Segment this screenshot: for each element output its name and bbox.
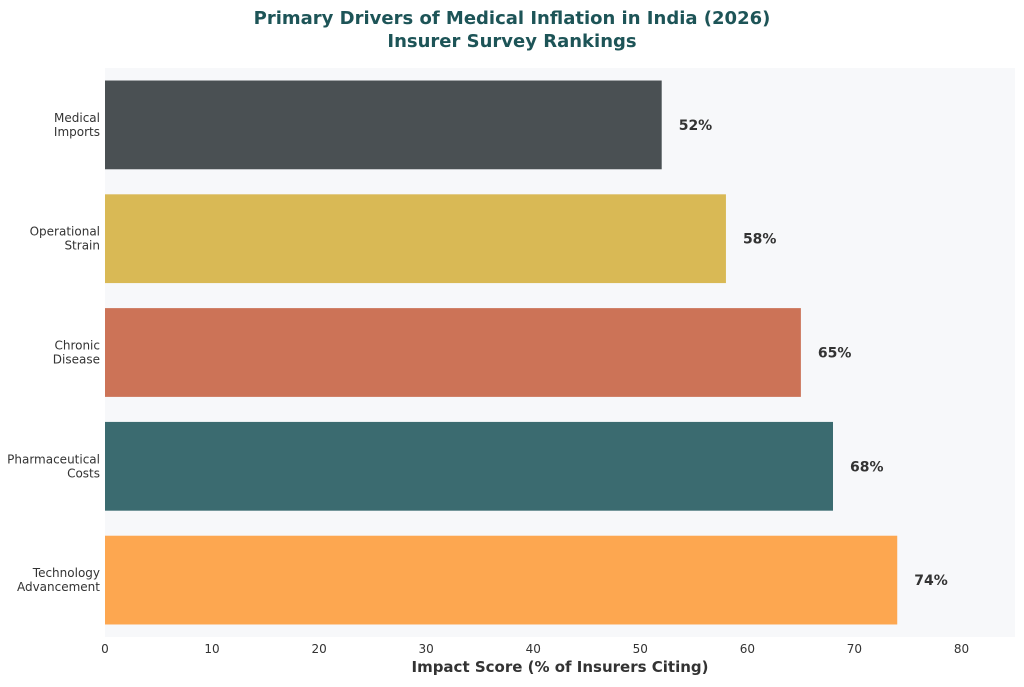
bar: [105, 80, 662, 170]
x-tick-label: 80: [954, 642, 969, 656]
y-tick-label: Pharmaceutical: [7, 452, 100, 466]
x-tick-label: 70: [847, 642, 862, 656]
x-tick-label: 20: [311, 642, 326, 656]
bar: [105, 421, 833, 511]
bar: [105, 308, 801, 397]
y-tick-label: Chronic: [54, 339, 100, 353]
bar: [105, 535, 898, 625]
data-label: 74%: [914, 573, 948, 589]
y-tick-label: Advancement: [17, 580, 100, 594]
x-tick-label: 50: [633, 642, 648, 656]
data-label: 65%: [818, 346, 852, 362]
x-tick-label: 10: [204, 642, 219, 656]
bar: [105, 194, 726, 284]
y-tick-label: Costs: [67, 466, 100, 480]
data-label: 52%: [679, 118, 713, 134]
x-axis-label: Impact Score (% of Insurers Citing): [411, 658, 708, 676]
chart-subtitle: Insurer Survey Rankings: [387, 31, 636, 52]
y-tick-label: Strain: [64, 239, 100, 253]
y-tick-label: Imports: [54, 125, 100, 139]
data-label: 58%: [743, 232, 777, 248]
y-tick-label: Disease: [53, 353, 100, 367]
y-tick-label: Medical: [54, 111, 100, 125]
x-tick-label: 30: [419, 642, 434, 656]
chart-title: Primary Drivers of Medical Inflation in …: [254, 8, 771, 29]
data-label: 68%: [850, 459, 884, 475]
y-tick-label: Technology: [32, 566, 100, 580]
x-tick-label: 40: [526, 642, 541, 656]
x-tick-label: 0: [101, 642, 109, 656]
y-tick-label: Operational: [30, 225, 100, 239]
x-tick-label: 60: [740, 642, 755, 656]
